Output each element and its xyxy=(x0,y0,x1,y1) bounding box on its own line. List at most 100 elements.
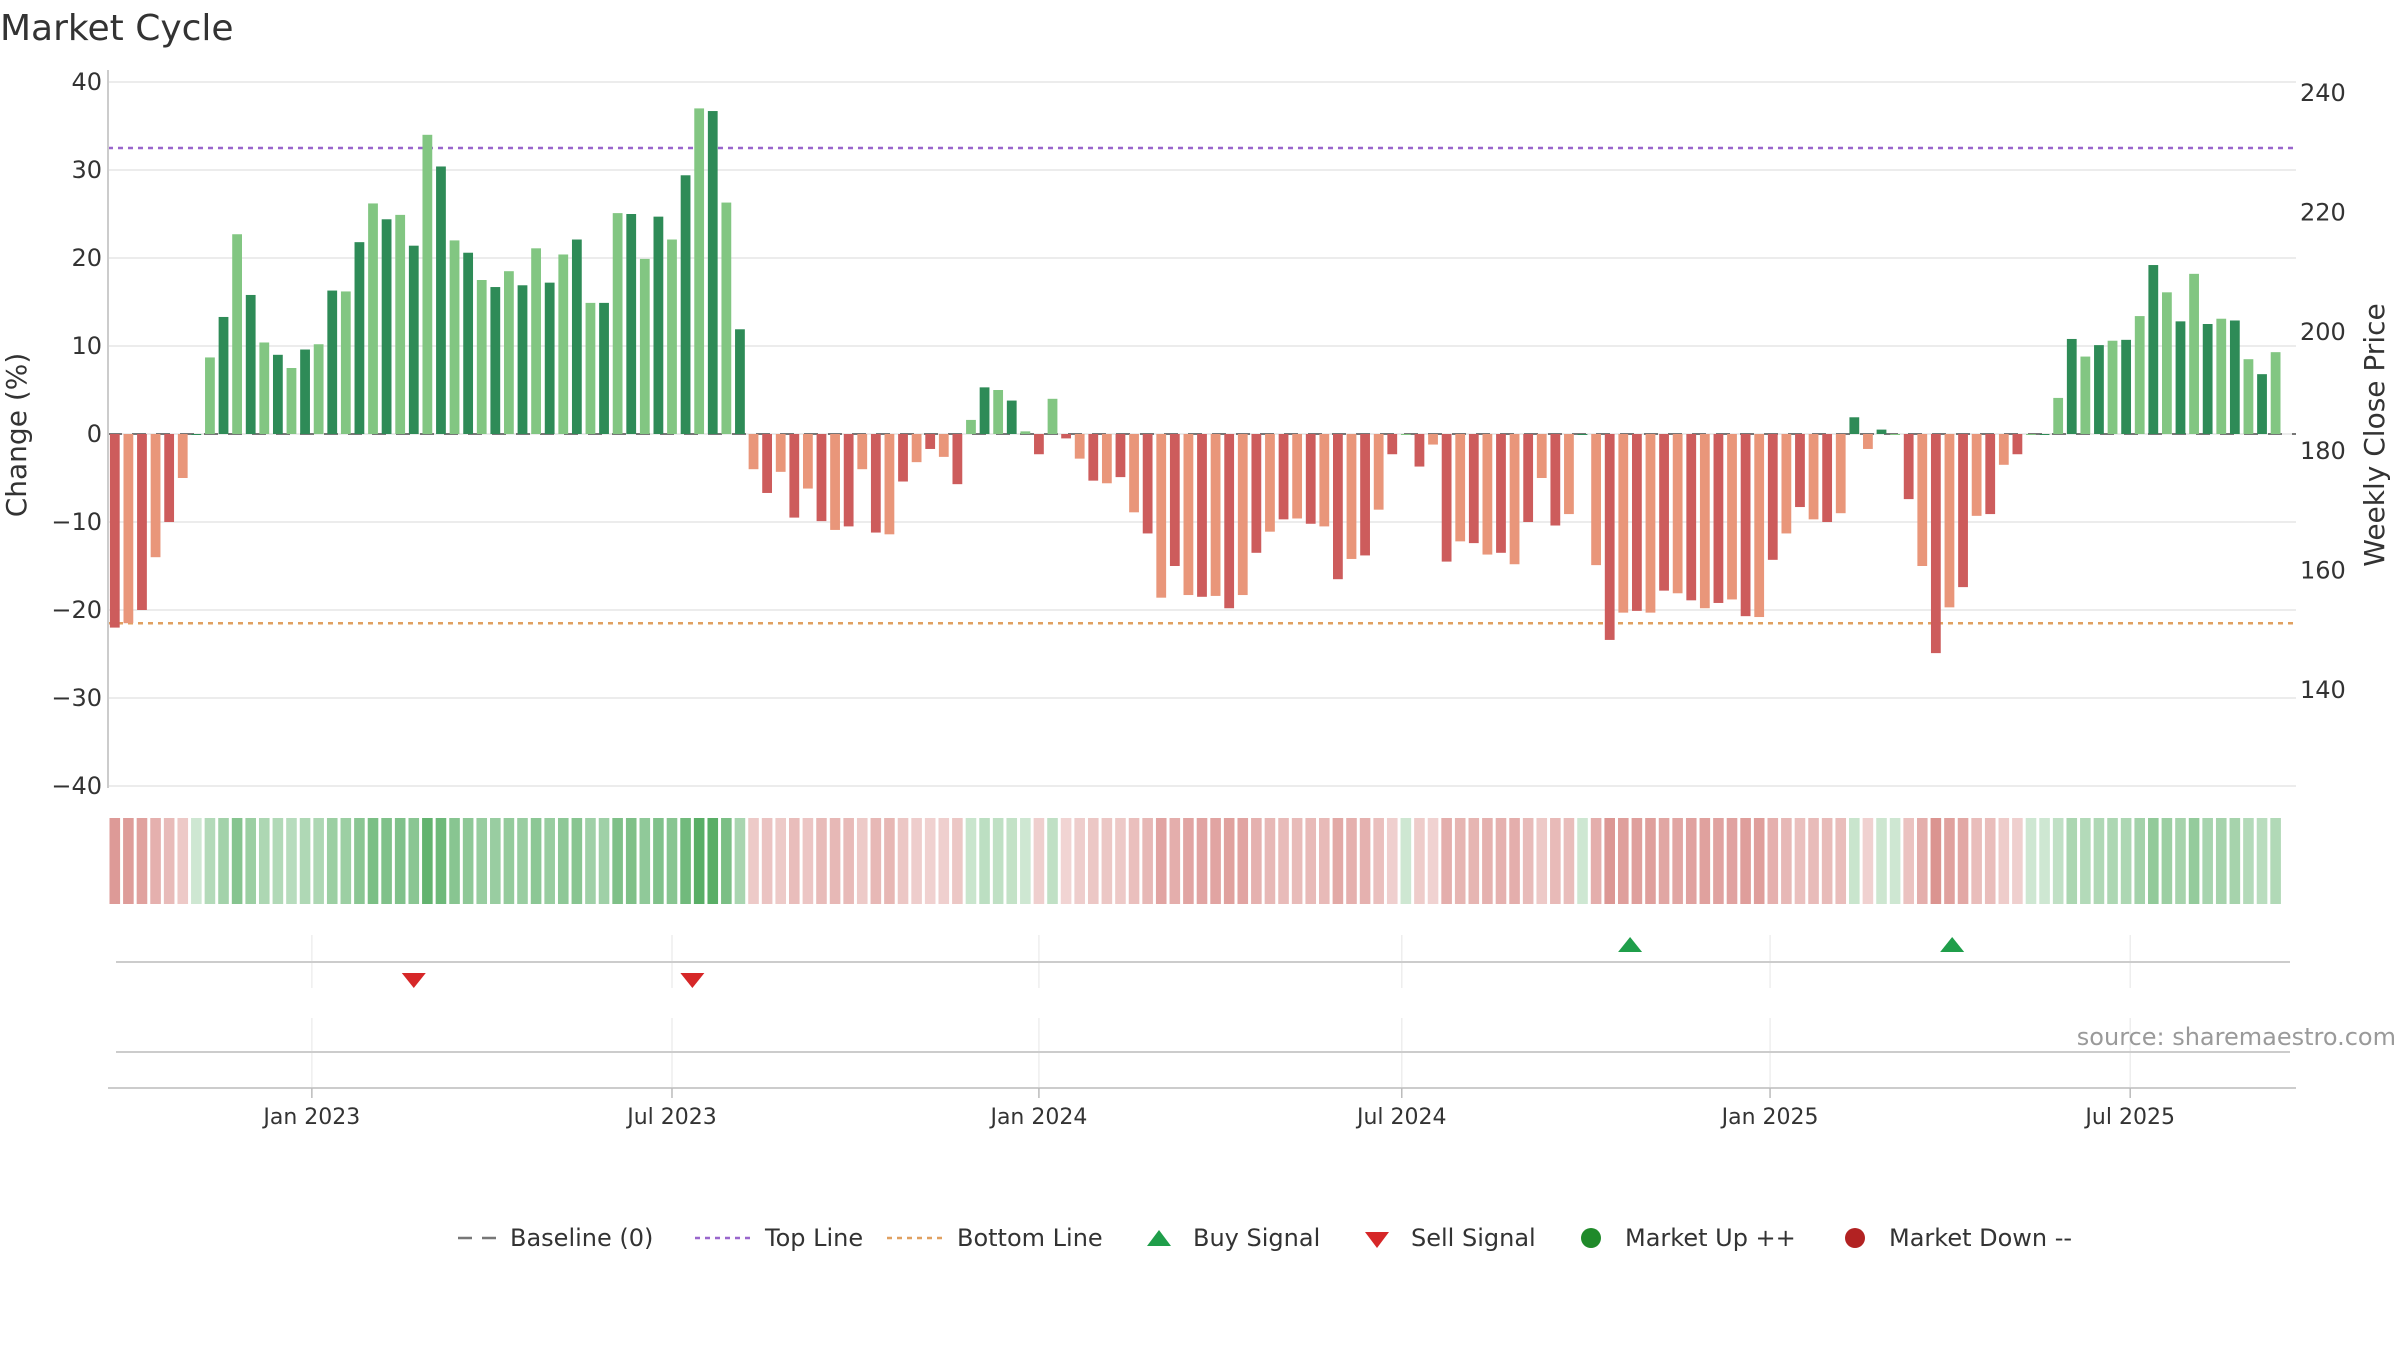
bar xyxy=(422,134,433,435)
heat-cell xyxy=(1115,818,1126,904)
bar xyxy=(1767,434,1778,560)
bar xyxy=(1944,434,1955,608)
bar xyxy=(1088,434,1099,481)
heat-cell xyxy=(653,818,664,904)
heat-cell xyxy=(585,818,596,904)
heat-cell xyxy=(1889,818,1901,904)
bar xyxy=(1536,434,1547,478)
bar xyxy=(1074,434,1085,459)
bar xyxy=(789,434,800,518)
bar xyxy=(2148,265,2159,434)
bar xyxy=(1156,434,1167,598)
bar xyxy=(762,434,773,493)
bar xyxy=(1672,434,1683,594)
y-tick-left: 10 xyxy=(71,332,102,360)
bar xyxy=(1958,434,1968,588)
heat-cell xyxy=(1033,818,1045,904)
bar xyxy=(1659,434,1669,591)
heat-cell xyxy=(150,818,161,904)
bar xyxy=(2053,397,2064,434)
bar xyxy=(1631,434,1642,611)
heat-cell xyxy=(2107,818,2118,904)
heat-cell xyxy=(2025,818,2037,904)
buy-signal-marker xyxy=(1618,937,1643,952)
heat-cell xyxy=(354,818,365,904)
sell-signal-marker xyxy=(680,973,705,988)
heat-cell xyxy=(598,818,610,904)
source-note: source: sharemaestro.com xyxy=(2077,1023,2396,1051)
bar xyxy=(2216,318,2227,434)
heat-cell xyxy=(1183,818,1194,904)
bar xyxy=(612,213,623,434)
heat-cell xyxy=(1862,818,1874,904)
heat-cell xyxy=(571,818,583,904)
bar xyxy=(476,280,487,434)
bar xyxy=(1360,434,1370,556)
heat-cell xyxy=(191,818,202,904)
y-tick-left: −30 xyxy=(51,684,102,712)
bar xyxy=(966,419,976,434)
heat-cell xyxy=(1210,818,1221,904)
bar xyxy=(1373,434,1384,510)
bar xyxy=(2189,273,2199,434)
bar xyxy=(1727,434,1737,600)
bar xyxy=(504,271,514,434)
heat-cell xyxy=(422,818,433,904)
bar xyxy=(286,368,297,434)
bar xyxy=(1400,434,1411,435)
heat-cell xyxy=(123,818,134,904)
y-tick-left: 30 xyxy=(71,156,102,184)
heat-cell xyxy=(1386,818,1398,904)
heat-cell xyxy=(1291,818,1303,904)
bar xyxy=(1441,434,1452,562)
bar xyxy=(735,329,745,434)
bar xyxy=(911,434,922,463)
bar xyxy=(164,434,175,522)
heat-cell xyxy=(1604,818,1615,904)
bar xyxy=(1292,434,1303,519)
bar xyxy=(2121,339,2132,434)
heat-cell xyxy=(693,818,705,904)
bar xyxy=(1917,434,1928,566)
right-y-ticks: 240 220 200 180 160 140 xyxy=(2300,79,2346,704)
heat-cell xyxy=(1672,818,1683,904)
heat-cell xyxy=(462,818,474,904)
heat-cell xyxy=(1658,818,1670,904)
heat-cell xyxy=(163,818,175,904)
bar xyxy=(259,342,270,434)
bar xyxy=(137,434,147,610)
bar xyxy=(544,282,555,434)
heat-cell xyxy=(1196,818,1208,904)
heat-cell xyxy=(965,818,977,904)
heat-cell xyxy=(1060,818,1072,904)
heat-cell xyxy=(1400,818,1412,904)
bar xyxy=(395,214,406,434)
heat-cell xyxy=(204,818,216,904)
heat-cell xyxy=(136,818,148,904)
bar-series xyxy=(109,108,2281,654)
heat-cell xyxy=(476,818,488,904)
bar xyxy=(1985,434,1996,515)
heat-cell xyxy=(1482,818,1493,904)
heat-cell xyxy=(938,818,950,904)
bar xyxy=(707,111,718,434)
market-panel xyxy=(108,1018,2296,1089)
heat-cell xyxy=(218,818,229,904)
y-tick-right: 180 xyxy=(2300,437,2346,465)
sell-signal-marker xyxy=(401,973,426,988)
heat-cell xyxy=(884,818,895,904)
heat-cell xyxy=(1876,818,1887,904)
bar xyxy=(2134,316,2145,434)
heat-cell xyxy=(2080,818,2091,904)
heat-cell xyxy=(1563,818,1575,904)
bar xyxy=(667,239,677,434)
bar xyxy=(1754,434,1765,618)
heat-cell xyxy=(1414,818,1425,904)
y-tick-right: 240 xyxy=(2300,79,2346,107)
bar xyxy=(2257,374,2267,434)
bar xyxy=(1618,434,1629,613)
bar xyxy=(232,234,242,434)
heat-cell xyxy=(789,818,800,904)
heat-cell xyxy=(2215,818,2227,904)
bar xyxy=(952,434,963,485)
